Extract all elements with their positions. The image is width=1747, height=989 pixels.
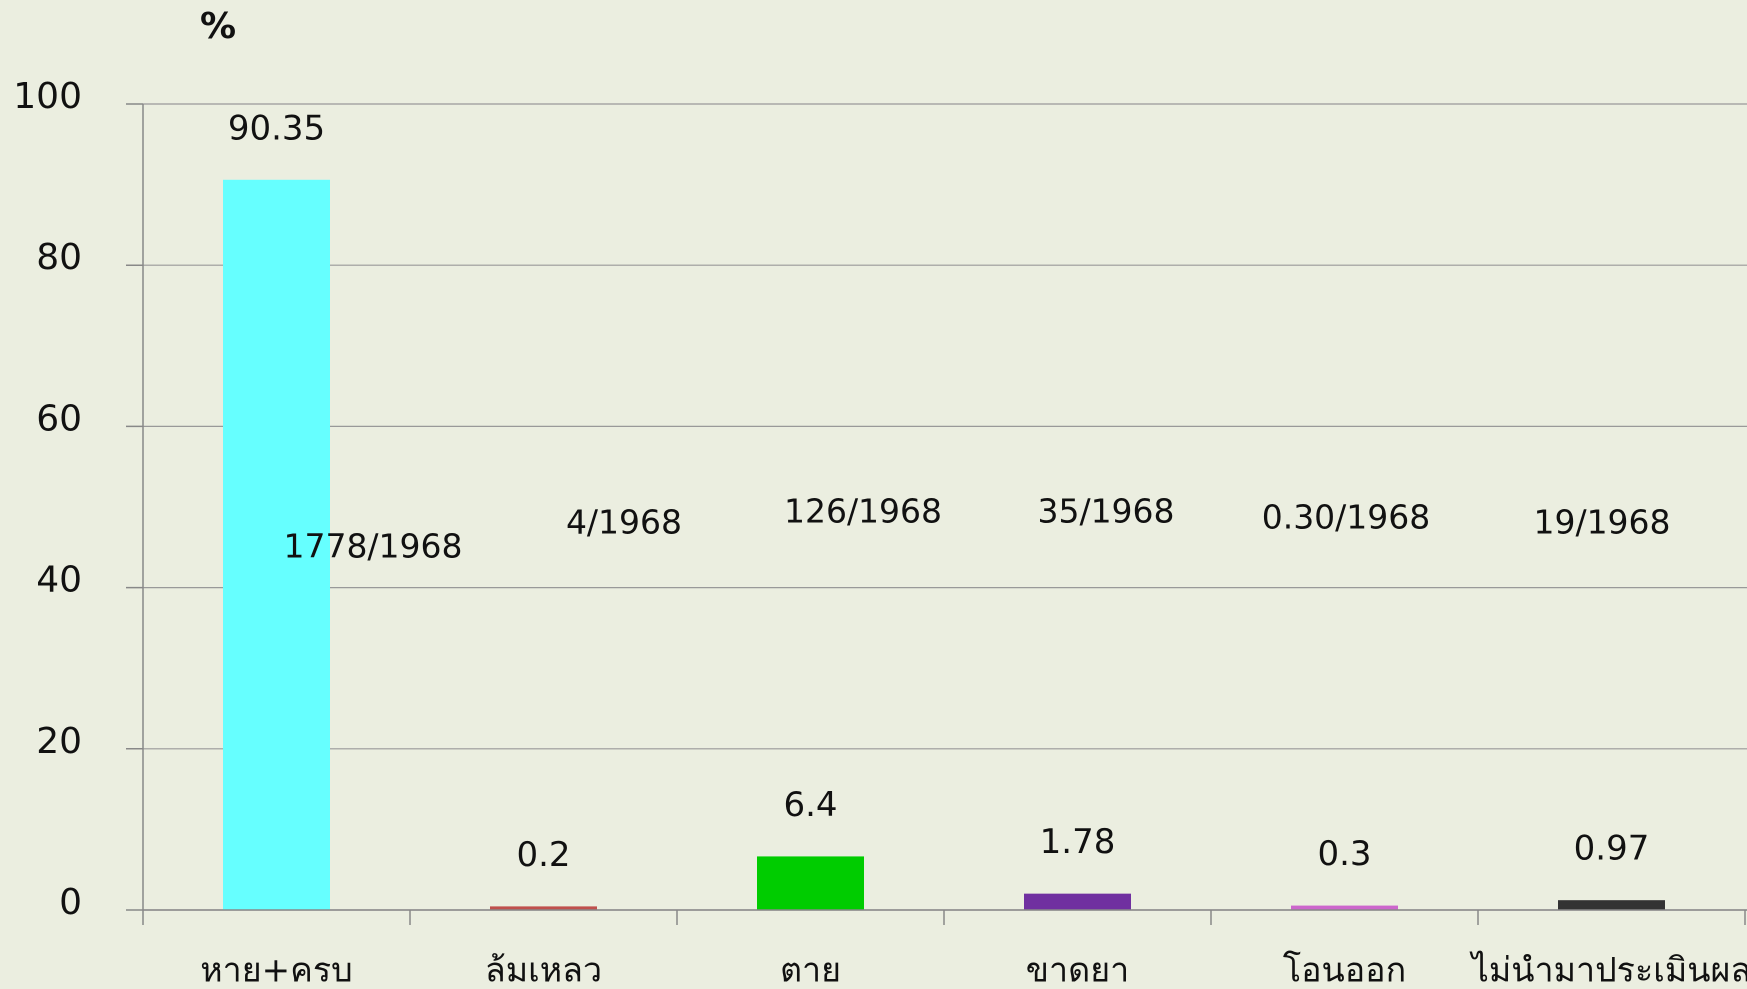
x-tick-label: ล้มเหลว bbox=[485, 951, 602, 989]
value-label: 0.3 bbox=[1317, 834, 1371, 874]
y-tick-label: 20 bbox=[36, 721, 82, 762]
annotation: 4/1968 bbox=[566, 503, 682, 542]
x-tick-label: ตาย bbox=[780, 951, 841, 989]
annotation: 1778/1968 bbox=[283, 527, 462, 566]
y-tick-label: 60 bbox=[36, 398, 82, 439]
y-tick-label: 40 bbox=[36, 560, 82, 601]
x-tick-label: ไม่นำมาประเมินผล bbox=[1469, 951, 1747, 989]
annotation: 19/1968 bbox=[1533, 503, 1670, 542]
annotation: 126/1968 bbox=[784, 492, 942, 531]
value-label: 0.2 bbox=[516, 835, 570, 875]
bar bbox=[1024, 893, 1131, 910]
bar bbox=[1291, 905, 1398, 910]
x-tick-label: โอนออก bbox=[1283, 951, 1406, 989]
value-label: 90.35 bbox=[228, 108, 325, 148]
y-axis-label: % bbox=[200, 6, 236, 47]
x-tick-label: ขาดยา bbox=[1026, 951, 1129, 989]
annotation: 35/1968 bbox=[1037, 492, 1174, 531]
y-tick-label: 100 bbox=[13, 76, 82, 117]
bar bbox=[1558, 900, 1665, 910]
bar bbox=[490, 906, 597, 910]
value-label: 0.97 bbox=[1574, 829, 1650, 869]
bar bbox=[757, 856, 864, 910]
x-tick-label: หาย+ครบ bbox=[200, 951, 353, 989]
bar bbox=[223, 179, 330, 911]
value-label: 1.78 bbox=[1040, 822, 1116, 862]
annotation: 0.30/1968 bbox=[1262, 498, 1431, 537]
y-tick-label: 0 bbox=[59, 882, 82, 923]
y-tick-label: 80 bbox=[36, 237, 82, 278]
value-label: 6.4 bbox=[783, 785, 837, 825]
